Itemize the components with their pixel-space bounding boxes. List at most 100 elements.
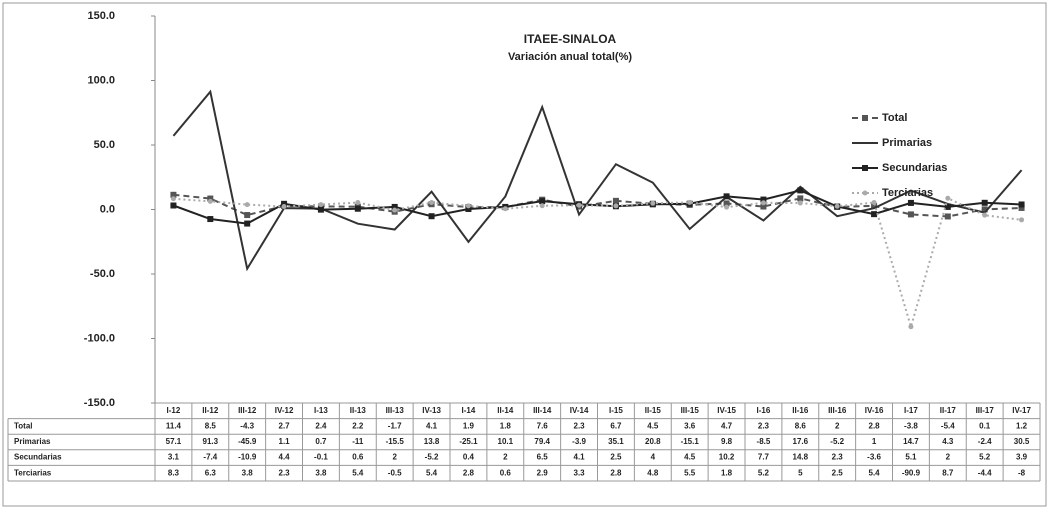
table-cell: 2.3 [279,468,291,477]
x-tick-label: III-13 [386,406,405,415]
table-cell: 1 [872,437,877,446]
point [207,198,213,204]
series-line [173,193,1022,218]
table-cell: 5.5 [684,468,696,477]
point [612,197,619,204]
point [317,206,324,213]
point [170,202,177,209]
table-cell: 17.6 [793,437,809,446]
table-cell: 0.4 [463,453,475,462]
x-tick-label: IV-16 [865,406,884,415]
point [650,200,656,206]
table-cell: 0.1 [979,422,991,431]
point [428,213,435,220]
point [871,200,877,206]
y-tick-label: 100.0 [87,74,115,86]
x-tick-label: II-12 [202,406,219,415]
x-tick-label: III-15 [681,406,700,415]
point [797,195,804,202]
table-cell: 2.2 [352,422,364,431]
y-tick-label: 50.0 [94,139,115,151]
point [1018,204,1025,211]
point [465,205,472,212]
table-cell: 10.1 [498,437,514,446]
table-cell: 0.6 [352,453,364,462]
point [797,200,803,206]
x-tick-label: III-16 [828,406,847,415]
table-cell: 5.4 [352,468,364,477]
point [760,196,767,203]
table-cell: 3.9 [1016,453,1028,462]
table-cell: 5.4 [869,468,881,477]
table-cell: 0.7 [315,437,327,446]
x-tick-label: IV-14 [570,406,589,415]
table-cell: 2.3 [758,422,770,431]
chart-subtitle: Variación anual total(%) [508,51,632,63]
point [502,206,508,212]
point [982,212,988,218]
point [871,202,878,209]
table-cell: 1.9 [463,422,475,431]
series-line [173,196,1022,331]
point [797,187,804,194]
point [944,203,951,210]
x-tick-label: III-12 [238,406,257,415]
table-cell: -5.4 [941,422,955,431]
table-cell: 4.3 [942,437,954,446]
point [170,191,177,198]
legend-marker [862,115,868,121]
table-cell: 6.3 [205,468,217,477]
table-cell: -3.8 [904,422,918,431]
x-tick-label: IV-12 [275,406,294,415]
point [207,195,214,202]
table-cell: 6.5 [537,453,549,462]
table-cell: 3.8 [315,468,327,477]
point [871,211,878,218]
x-tick-label: III-17 [976,406,995,415]
table-cell: 3.1 [168,453,180,462]
table-cell: 4.5 [684,453,696,462]
point [723,200,730,207]
table-cell: 6.7 [610,422,622,431]
table-cell: 1.2 [1016,422,1028,431]
table-cell: 14.8 [793,453,809,462]
point [945,195,951,201]
x-tick-label: II-13 [350,406,367,415]
point [281,200,288,207]
x-tick-label: II-16 [792,406,809,415]
point [834,203,840,209]
point [318,202,324,208]
table-cell: 3.8 [242,468,254,477]
point [944,213,951,220]
table-cell: 2 [835,422,840,431]
point [687,199,693,205]
table-cell: 2.8 [610,468,622,477]
table-cell: 4.1 [574,453,586,462]
y-tick-label: -100.0 [84,332,115,344]
x-tick-label: IV-17 [1012,406,1031,415]
table-row-label: Total [14,422,33,431]
point [170,196,176,202]
table-cell: -90.9 [902,468,921,477]
table-cell: -2.4 [978,437,992,446]
x-tick-label: I-12 [167,406,181,415]
table-cell: -0.5 [388,468,402,477]
table-row-label: Secundarias [14,453,62,462]
table-cell: 4.8 [647,468,659,477]
point [1018,201,1025,208]
table-cell: -8 [1018,468,1026,477]
point [613,203,619,209]
table-cell: 4.1 [426,422,438,431]
x-tick-label: II-15 [645,406,662,415]
table-cell: 4.7 [721,422,733,431]
table-cell: 79.4 [534,437,550,446]
table-cell: 8.6 [795,422,807,431]
table-cell: 2.3 [832,453,844,462]
chart-title: ITAEE-SINALOA [524,32,617,46]
point [907,211,914,218]
legend-marker [862,165,868,171]
legend-marker [862,190,868,196]
x-tick-label: II-14 [497,406,514,415]
point [907,199,914,206]
